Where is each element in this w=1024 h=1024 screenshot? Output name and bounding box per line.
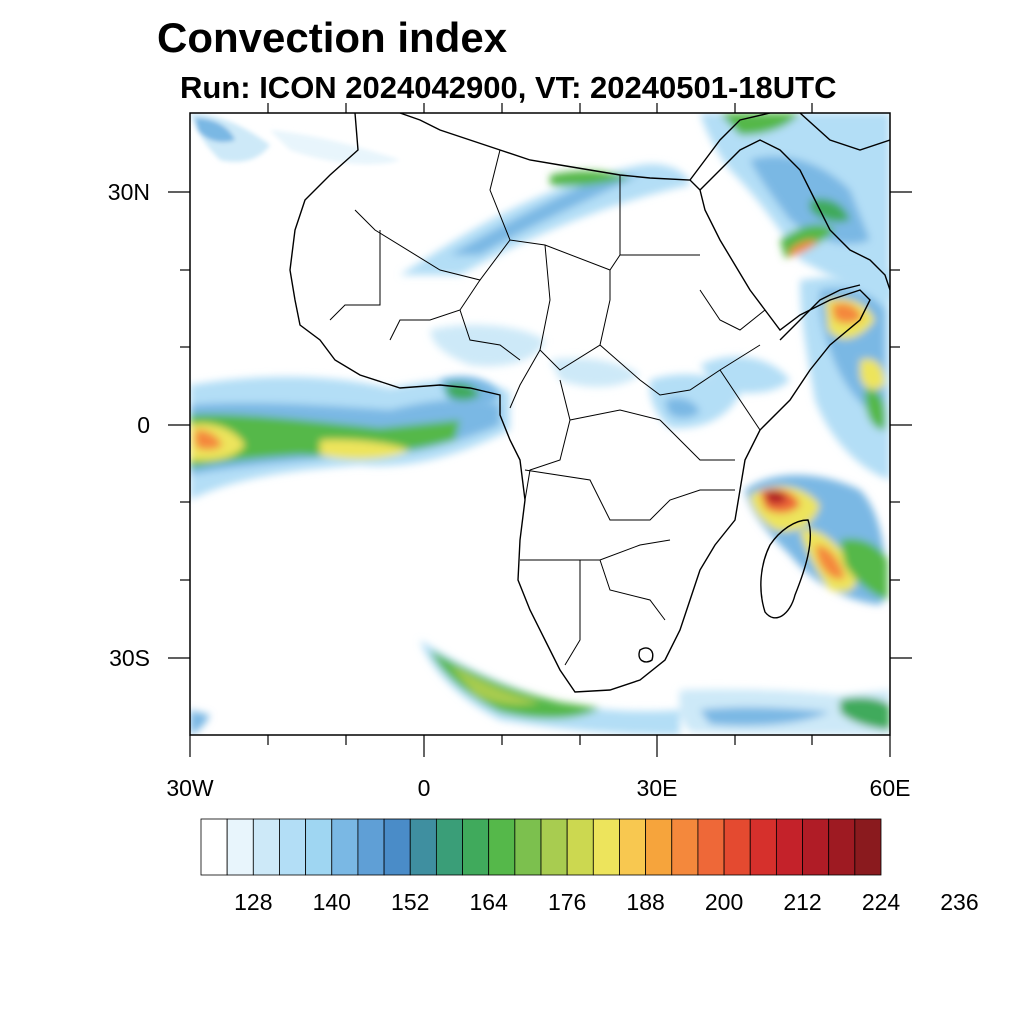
axis-ticks bbox=[168, 103, 912, 757]
colorbar-swatch bbox=[645, 818, 673, 876]
colorbar-swatch bbox=[305, 818, 333, 876]
colorbar-swatch bbox=[828, 818, 856, 876]
colorbar-swatch bbox=[409, 818, 437, 876]
colorbar-swatch bbox=[357, 818, 385, 876]
colorbar-swatch bbox=[671, 818, 699, 876]
colorbar-swatch bbox=[802, 818, 830, 876]
lon-label-30w: 30W bbox=[166, 775, 214, 801]
colorbar-tick-label: 188 bbox=[626, 889, 665, 915]
lon-label-60e: 60E bbox=[869, 775, 911, 801]
colorbar-swatch bbox=[619, 818, 647, 876]
lat-label-30s: 30S bbox=[109, 645, 150, 671]
colorbar-tick-label: 164 bbox=[469, 889, 508, 915]
colorbar-swatch bbox=[749, 818, 777, 876]
lat-label-30n: 30N bbox=[107, 179, 150, 205]
lon-label-0: 0 bbox=[417, 775, 431, 801]
convection-field bbox=[190, 113, 890, 735]
colorbar-swatch bbox=[252, 818, 280, 876]
colorbar-tick-label: 128 bbox=[234, 889, 273, 915]
colorbar-tick-label: 236 bbox=[940, 889, 979, 915]
map-panel bbox=[168, 103, 912, 757]
colorbar-swatch bbox=[854, 818, 882, 876]
map-frame bbox=[189, 112, 891, 736]
colorbar-swatch bbox=[566, 818, 594, 876]
colorbar-swatch bbox=[331, 818, 359, 876]
coastlines bbox=[289, 113, 890, 693]
colorbar-swatch bbox=[462, 818, 490, 876]
colorbar-tick-label: 224 bbox=[861, 889, 901, 915]
colorbar-tick-label: 212 bbox=[783, 889, 822, 915]
colorbar-swatch bbox=[200, 818, 228, 876]
colorbar-swatch bbox=[435, 818, 463, 876]
colorbar-swatch bbox=[383, 818, 411, 876]
colorbar-swatch bbox=[514, 818, 542, 876]
colorbar-tick-label: 200 bbox=[704, 889, 744, 915]
colorbar-tick-label: 152 bbox=[391, 889, 430, 915]
colorbar-swatch bbox=[540, 818, 568, 876]
chart-title: Convection index bbox=[157, 14, 508, 61]
colorbar-swatch bbox=[592, 818, 620, 876]
colorbar-tick-label: 140 bbox=[312, 889, 351, 915]
colorbar-swatch bbox=[488, 818, 516, 876]
colorbar-swatch bbox=[775, 818, 803, 876]
colorbar-swatch bbox=[279, 818, 307, 876]
lat-label-0: 0 bbox=[137, 412, 150, 438]
colorbar-swatch bbox=[697, 818, 725, 876]
chart-subtitle: Run: ICON 2024042900, VT: 20240501-18UTC bbox=[180, 70, 837, 105]
lon-label-30e: 30E bbox=[636, 775, 678, 801]
colorbar-swatch bbox=[723, 818, 751, 876]
colorbar-tick-label: 176 bbox=[547, 889, 587, 915]
country-borders bbox=[329, 149, 766, 666]
colorbar-swatch bbox=[226, 818, 254, 876]
colorbar bbox=[200, 818, 882, 876]
